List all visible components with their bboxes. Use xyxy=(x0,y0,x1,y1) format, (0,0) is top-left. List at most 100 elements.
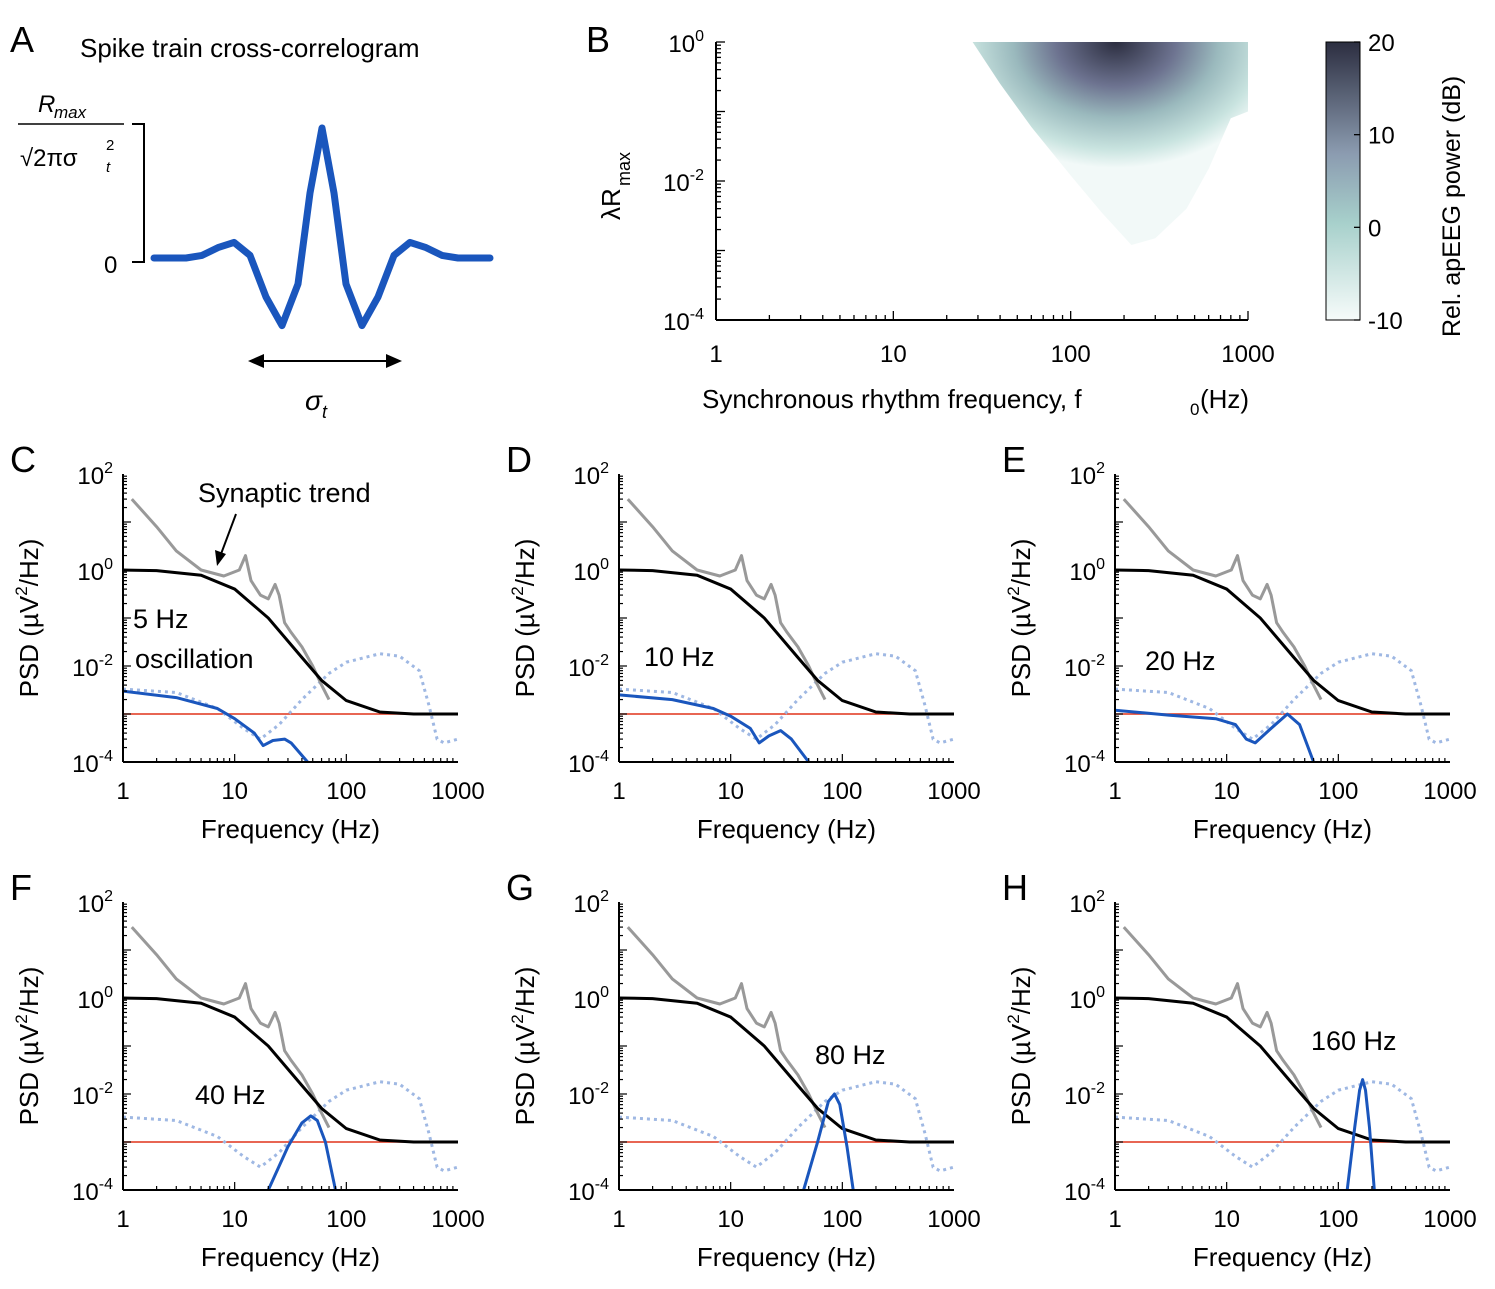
reference-dotted-line xyxy=(123,1080,458,1173)
y-tick-label: 100 xyxy=(573,556,609,586)
y-tick-label: 100 xyxy=(77,556,113,586)
total-psd-line xyxy=(1122,926,1323,1129)
x-tick-label: 1 xyxy=(1108,1206,1121,1233)
panel-c: C 1 10 100 1000 102 100 10-2 10-4 Frequency (Hz) P… xyxy=(10,439,485,844)
reference-dotted-line xyxy=(1115,652,1450,745)
x-tick-label: 10 xyxy=(717,778,744,805)
x-tick-label: 1000 xyxy=(927,778,980,805)
psd-panels: C 1 10 100 1000 102 100 10-2 10-4 Frequency (Hz) P… xyxy=(10,439,1477,1272)
b-x-tick-label: 1000 xyxy=(1221,341,1274,368)
total-psd-line xyxy=(626,926,827,1129)
psd-lines xyxy=(1115,498,1450,762)
y-tick-label: 100 xyxy=(573,984,609,1014)
reference-dotted-line xyxy=(619,652,954,745)
colorbar-tick-label: 20 xyxy=(1368,30,1395,57)
y-tick-label: 10-4 xyxy=(568,748,609,778)
x-axis-title: Frequency (Hz) xyxy=(697,1242,876,1272)
x-tick-label: 100 xyxy=(326,1206,366,1233)
panel-f-letter: F xyxy=(10,867,32,908)
r-max-sub: max xyxy=(54,103,87,122)
x-tick-label: 1 xyxy=(612,1206,625,1233)
panel-b-xlabel: Synchronous rhythm frequency, f 0 (Hz) xyxy=(702,384,1249,419)
x-tick-label: 1000 xyxy=(1423,778,1476,805)
r-max-symbol: R xyxy=(38,91,55,118)
reference-dotted-line xyxy=(619,1080,954,1173)
oscillation-line xyxy=(619,693,810,762)
svg-text:100: 100 xyxy=(1069,556,1105,586)
panel-g-letter: G xyxy=(506,867,534,908)
panel-h-letter: H xyxy=(1002,867,1028,908)
y-tick-label: 10-4 xyxy=(72,1176,113,1206)
svg-text:10-4: 10-4 xyxy=(568,1176,609,1206)
y-tick-label: 10-2 xyxy=(72,652,113,682)
svg-text:10-4: 10-4 xyxy=(663,306,704,336)
svg-text:PSD (µV2/Hz): PSD (µV2/Hz) xyxy=(12,539,44,698)
svg-text:100: 100 xyxy=(668,28,704,58)
y-axis-title: PSD (µV2/Hz) xyxy=(508,967,540,1126)
svg-text:PSD (µV2/Hz): PSD (µV2/Hz) xyxy=(508,539,540,698)
oscillation-label: 160 Hz xyxy=(1311,1026,1397,1056)
svg-text:10-2: 10-2 xyxy=(663,167,704,197)
panel-b-axes: 1 10 100 1000 100 10-2 10-4 xyxy=(663,28,1275,368)
svg-text:10-2: 10-2 xyxy=(1064,1080,1105,1110)
sigma-t-label: σ xyxy=(305,385,323,416)
heatmap-region xyxy=(972,42,1248,245)
panel-h: H 1 10 100 1000 102 100 10-2 10-4 Frequency (Hz) P… xyxy=(1002,867,1477,1272)
total-psd-line xyxy=(1122,498,1323,701)
y-tick-label: 10-2 xyxy=(1064,652,1105,682)
svg-text:102: 102 xyxy=(77,460,113,490)
panel-b-ylabel: λR max xyxy=(596,152,634,220)
svg-text:10-4: 10-4 xyxy=(1064,748,1105,778)
panel-g: G 1 10 100 1000 102 100 10-2 10-4 Frequency (Hz) P… xyxy=(506,867,981,1272)
y-tick-label: 10-4 xyxy=(568,1176,609,1206)
b-y-tick-label: 10-2 xyxy=(663,167,704,197)
b-x-tick-label: 10 xyxy=(880,341,907,368)
x-tick-label: 1000 xyxy=(431,778,484,805)
synaptic-trend-line xyxy=(619,996,954,1144)
x-tick-label: 1000 xyxy=(927,1206,980,1233)
svg-text:PSD (µV2/Hz): PSD (µV2/Hz) xyxy=(508,967,540,1126)
x-tick-label: 100 xyxy=(822,778,862,805)
svg-text:100: 100 xyxy=(573,984,609,1014)
psd-lines xyxy=(619,498,954,762)
x-axis-title: Frequency (Hz) xyxy=(697,814,876,844)
ccg-curve xyxy=(150,124,494,330)
oscillation-line xyxy=(802,1092,855,1190)
x-axis-title: Frequency (Hz) xyxy=(201,1242,380,1272)
y-tick-label: 102 xyxy=(77,888,113,918)
oscillation-label: 5 Hz xyxy=(133,604,189,634)
reference-dotted-line xyxy=(123,652,458,745)
synaptic-trend-line xyxy=(123,996,458,1144)
y-axis-title: PSD (µV2/Hz) xyxy=(12,967,44,1126)
panel-e: E 1 10 100 1000 102 100 10-2 10-4 Frequency (Hz) P… xyxy=(1002,439,1477,844)
oscillation-line xyxy=(123,689,309,762)
x-tick-label: 1000 xyxy=(431,1206,484,1233)
panel-a-title: Spike train cross-correlogram xyxy=(80,33,420,63)
total-psd-line xyxy=(130,926,331,1129)
psd-lines xyxy=(123,926,458,1190)
svg-text:100: 100 xyxy=(573,556,609,586)
y-tick-label: 10-2 xyxy=(568,1080,609,1110)
svg-text:102: 102 xyxy=(573,460,609,490)
svg-text:102: 102 xyxy=(77,888,113,918)
x-tick-label: 10 xyxy=(221,778,248,805)
sigma-t-sub: t xyxy=(322,402,328,422)
oscillation-label: 80 Hz xyxy=(815,1040,886,1070)
synaptic-trend-line xyxy=(619,568,954,716)
f0-label: Synchronous rhythm frequency, f xyxy=(702,384,1082,414)
panel-f: F 1 10 100 1000 102 100 10-2 10-4 Frequency (Hz) P… xyxy=(10,867,485,1272)
oscillation-label: 10 Hz xyxy=(644,642,715,672)
sqrt-term: √2πσ xyxy=(20,145,78,172)
y-tick-label: 102 xyxy=(77,460,113,490)
y-tick-label: 102 xyxy=(573,888,609,918)
y-tick-label: 10-2 xyxy=(72,1080,113,1110)
x-tick-label: 100 xyxy=(822,1206,862,1233)
sqrt-sub: t xyxy=(106,159,111,176)
psd-lines xyxy=(123,498,458,762)
lambda-r-sub: max xyxy=(614,152,634,186)
panel-d-letter: D xyxy=(506,439,532,480)
y-tick-label: 102 xyxy=(1069,888,1105,918)
f0-unit: (Hz) xyxy=(1200,384,1249,414)
amplitude-bracket xyxy=(132,123,145,263)
